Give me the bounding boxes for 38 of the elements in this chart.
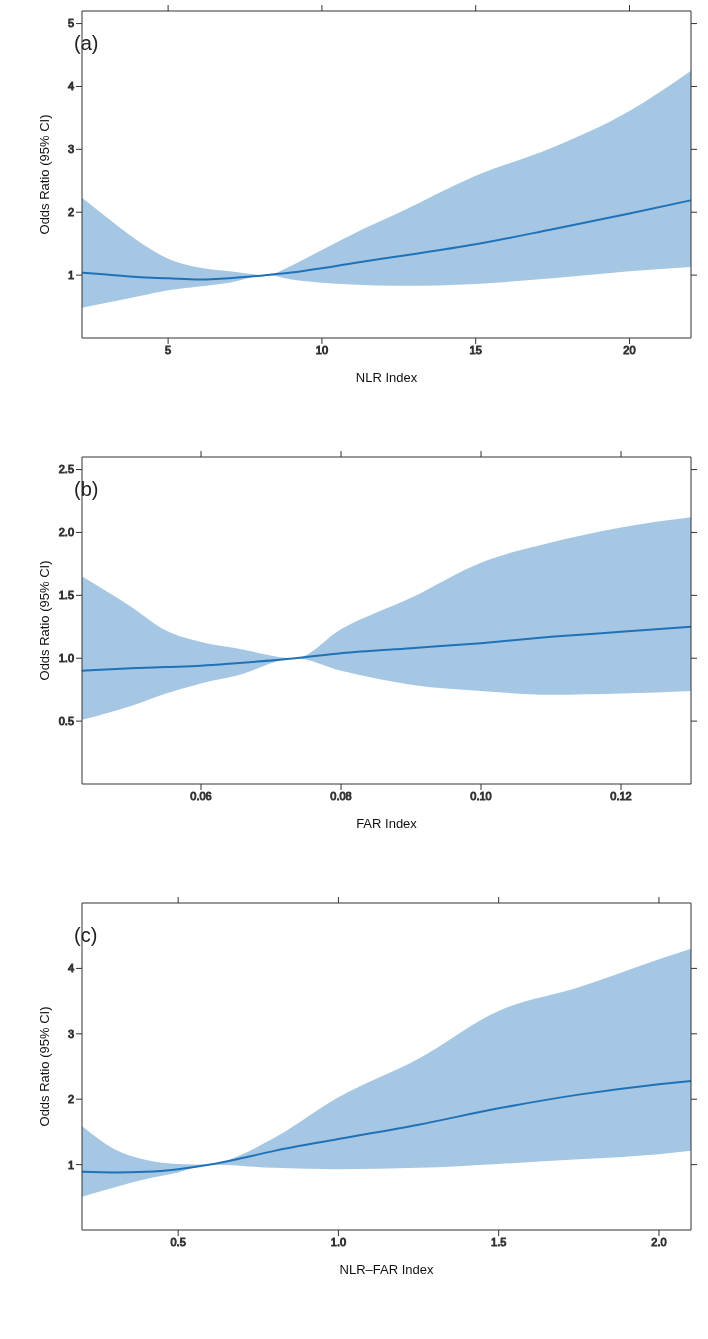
y-axis-title: Odds Ratio (95% CI)	[36, 1006, 52, 1127]
annotation: (b)	[74, 478, 99, 501]
x-tick-label: 15	[469, 343, 482, 356]
x-tick-label: 0.12	[610, 789, 632, 802]
y-tick-label: 2.0	[58, 526, 74, 539]
x-tick-label: 20	[623, 343, 636, 356]
x-tick-label: 1.5	[491, 1235, 507, 1248]
x-axis-title: NLR–FAR Index	[339, 1262, 434, 1277]
y-tick-label: 2	[67, 1093, 74, 1106]
x-tick-label: 0.5	[170, 1235, 186, 1248]
x-tick-label: 0.10	[470, 789, 492, 802]
annotation: (c)	[74, 924, 98, 947]
x-axis-title: FAR Index	[356, 816, 418, 831]
y-axis-title: Odds Ratio (95% CI)	[36, 560, 52, 681]
y-tick-label: 1	[67, 269, 74, 282]
y-tick-label: 1.5	[58, 589, 74, 602]
x-tick-label: 5	[165, 343, 172, 356]
line-series	[82, 199, 691, 281]
y-tick-label: 4	[67, 80, 74, 93]
y-axis-title: Odds Ratio (95% CI)	[36, 114, 52, 235]
y-tick-label: 5	[67, 17, 74, 30]
x-tick-label: 10	[315, 343, 329, 356]
y-tick-label: 1	[67, 1158, 74, 1171]
y-tick-label: 1.0	[58, 652, 74, 665]
x-tick-label: 0.08	[330, 789, 352, 802]
x-tick-label: 0.06	[190, 789, 212, 802]
x-axis-title: NLR Index	[355, 370, 418, 385]
y-tick-label: 2	[67, 206, 74, 219]
y-tick-label: 3	[67, 1027, 74, 1040]
y-tick-label: 3	[67, 143, 74, 156]
line-series	[82, 625, 691, 672]
x-tick-label: 2.0	[651, 1235, 667, 1248]
x-tick-label: 1.0	[330, 1235, 347, 1248]
y-tick-label: 2.5	[58, 463, 74, 476]
y-tick-label: 0.5	[58, 715, 74, 728]
annotation: (a)	[74, 32, 99, 55]
line-series	[82, 1079, 691, 1174]
y-tick-label: 4	[67, 962, 74, 975]
